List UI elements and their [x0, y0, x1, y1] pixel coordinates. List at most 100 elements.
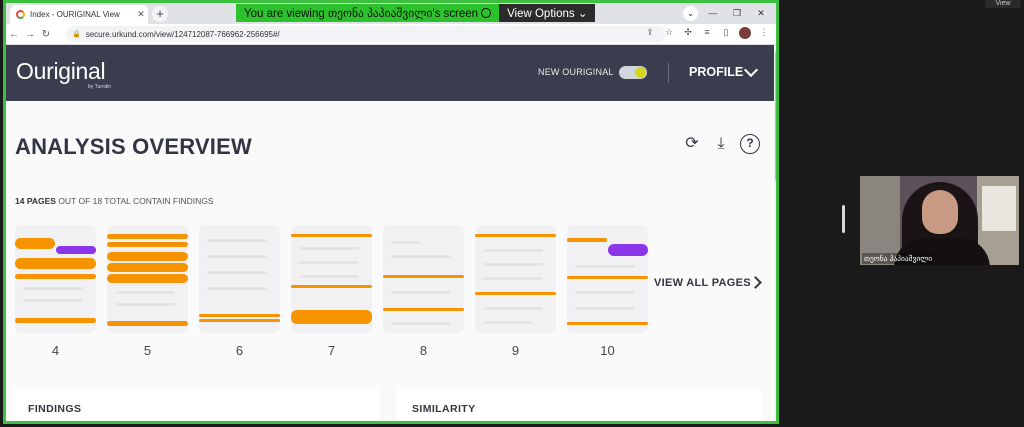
finding-bar	[107, 274, 188, 283]
finding-bar	[15, 274, 96, 279]
text-line	[483, 307, 543, 310]
url-input[interactable]: 🔒 secure.urkund.com/view/124712087-76696…	[66, 26, 666, 42]
page-scrollbar[interactable]	[774, 45, 776, 421]
finding-bar	[475, 292, 556, 295]
page-thumbnail[interactable]	[15, 225, 96, 333]
browser-menu-icon[interactable]: ⋮	[759, 27, 769, 37]
header-divider	[668, 63, 669, 83]
finding-bar	[107, 242, 188, 247]
page-thumbnail[interactable]	[107, 225, 188, 333]
finding-bar	[291, 285, 372, 288]
chrome-favicon-icon	[16, 10, 25, 19]
ouriginal-header: Ouriginal by Turnitin NEW OURIGINAL PROF…	[6, 45, 774, 101]
page-thumbnail[interactable]	[383, 225, 464, 333]
back-arrow-icon[interactable]: ←	[9, 28, 19, 40]
finding-bar	[199, 319, 280, 322]
similarity-card[interactable]: SIMILARITY	[396, 388, 762, 421]
page-thumbnail[interactable]	[567, 225, 648, 333]
finding-bar	[107, 252, 188, 261]
reload-icon[interactable]: ↻	[41, 28, 51, 40]
new-tab-button[interactable]: +	[152, 6, 168, 22]
panel-resize-handle[interactable]	[842, 205, 845, 233]
minimize-icon[interactable]: —	[708, 8, 718, 18]
view-options-button[interactable]: View Options ⌄	[499, 4, 596, 22]
video-background	[860, 176, 900, 265]
tab-close-icon[interactable]: ✕	[137, 9, 145, 19]
pages-count: 14 PAGES	[15, 196, 56, 206]
finding-bar	[107, 263, 188, 272]
text-line	[483, 277, 543, 280]
text-line	[207, 271, 267, 274]
logo-byline: by Turnitin	[88, 84, 112, 90]
zoom-view-button[interactable]: View	[985, 0, 1021, 8]
text-line	[483, 263, 543, 266]
finding-bar	[475, 234, 556, 237]
text-line	[115, 291, 175, 294]
analysis-main: ANALYSIS OVERVIEW ⟳ ⤓ ? 14 PAGES OUT OF …	[6, 101, 772, 421]
text-line	[299, 275, 359, 278]
text-line	[391, 241, 421, 244]
page-thumbnail[interactable]	[475, 225, 556, 333]
text-line	[575, 265, 635, 268]
page-number: 10	[600, 343, 615, 358]
help-icon[interactable]: ?	[740, 134, 760, 154]
video-background-shelf	[982, 186, 1016, 231]
text-line	[391, 255, 451, 258]
pages-findings-summary: 14 PAGES OUT OF 18 TOTAL CONTAIN FINDING…	[15, 196, 214, 206]
maximize-icon[interactable]: ❐	[732, 8, 742, 18]
viewing-notice: You are viewing თეონა პაპიაშვილი's scree…	[236, 4, 500, 22]
profile-menu[interactable]: PROFILE	[689, 65, 744, 79]
finding-bar	[608, 244, 648, 256]
page-thumbnail[interactable]	[199, 225, 280, 333]
text-line	[23, 287, 83, 290]
page-thumbnail[interactable]	[291, 225, 372, 333]
finding-bar	[107, 234, 188, 239]
text-line	[299, 247, 359, 250]
participant-body	[894, 238, 990, 265]
refresh-icon[interactable]: ⟳	[685, 135, 699, 152]
finding-bar	[15, 318, 96, 323]
profile-chevron-icon[interactable]	[743, 62, 759, 78]
findings-card[interactable]: FINDINGS	[12, 388, 380, 421]
chevron-right-icon[interactable]	[749, 276, 762, 289]
scrollbar-thumb[interactable]	[775, 51, 776, 181]
media-icon[interactable]: ≡	[704, 27, 710, 37]
text-line	[483, 321, 533, 324]
page-number: 7	[327, 343, 336, 358]
view-all-pages-link[interactable]: VIEW ALL PAGES	[654, 277, 751, 289]
profile-avatar[interactable]	[739, 27, 751, 39]
download-icon[interactable]: ⤓	[717, 135, 725, 152]
finding-bar	[15, 238, 55, 249]
page-number: 8	[419, 343, 428, 358]
findings-title: FINDINGS	[28, 403, 82, 415]
browser-tab[interactable]: Index - OURIGINAL View ✕	[10, 5, 148, 24]
side-panel-icon[interactable]: ▯	[723, 27, 729, 37]
bookmark-star-icon[interactable]: ☆	[664, 27, 674, 37]
finding-bar	[291, 310, 372, 324]
participant-video[interactable]: თეონა პაპიაშვილი	[860, 176, 1019, 265]
lock-icon: 🔒	[72, 31, 81, 38]
overview-toolbar: ⟳ ⤓ ?	[682, 134, 760, 154]
text-line	[483, 249, 543, 252]
window-controls: ⌄ — ❐ ✕	[683, 6, 770, 21]
new-ouriginal-toggle[interactable]	[619, 66, 647, 79]
finding-bar	[291, 234, 372, 237]
viewing-text: You are viewing თეონა პაპიაშვილი's scree…	[244, 8, 479, 20]
participant-face	[922, 190, 958, 234]
page-number: 5	[143, 343, 152, 358]
ouriginal-logo[interactable]: Ouriginal	[16, 58, 106, 84]
text-line	[207, 239, 267, 242]
page-number: 4	[51, 343, 60, 358]
smile-icon	[481, 8, 492, 18]
forward-arrow-icon[interactable]: →	[25, 28, 35, 40]
tab-search-icon[interactable]: ⌄	[683, 6, 698, 21]
close-window-icon[interactable]: ✕	[757, 8, 765, 18]
tab-title: Index - OURIGINAL View	[30, 10, 120, 19]
finding-bar	[567, 276, 648, 279]
new-ouriginal-label: NEW OURIGINAL	[538, 67, 614, 77]
finding-bar	[15, 258, 96, 269]
address-bar-actions: ⇪ ☆ ✣ ≡ ▯ ⋮	[644, 27, 770, 39]
url-text: secure.urkund.com/view/124712087-766962-…	[85, 29, 280, 39]
share-icon[interactable]: ⇪	[646, 27, 654, 37]
extension-puzzle-icon[interactable]: ✣	[684, 27, 692, 37]
